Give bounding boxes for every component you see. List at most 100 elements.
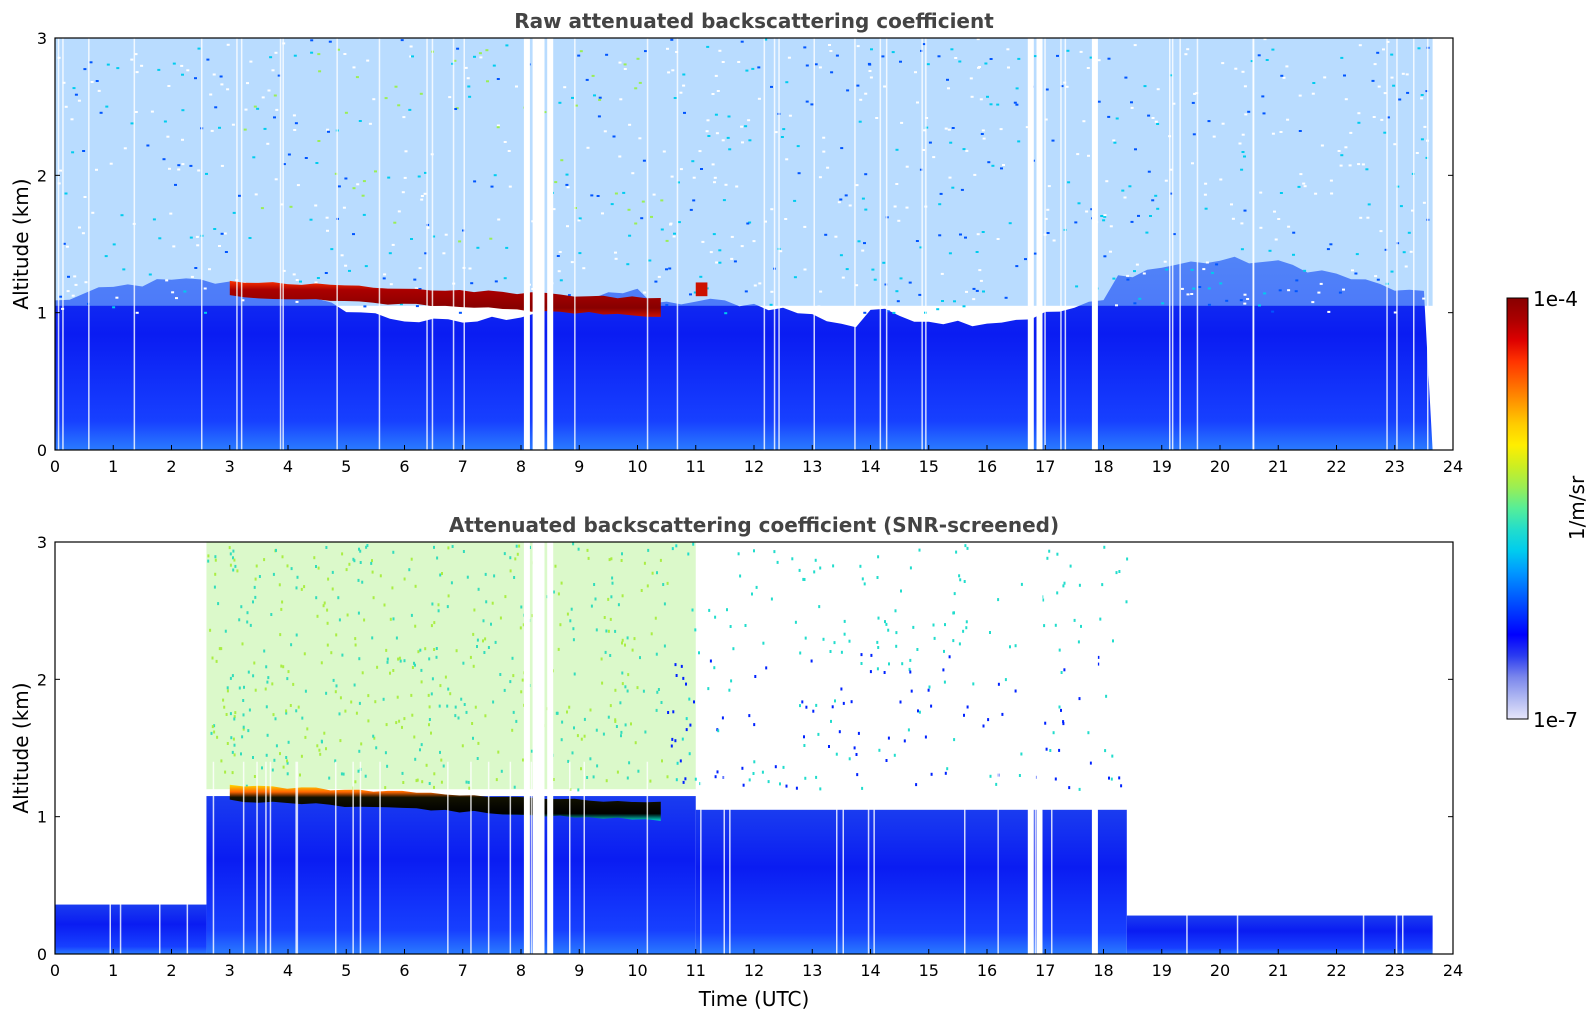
snr-pixel (374, 700, 377, 704)
snr-pixel (640, 589, 643, 592)
snr-pixel (438, 704, 441, 708)
noise-pixel (579, 50, 583, 53)
snr-pixel (1054, 623, 1057, 627)
noise-pixel (1279, 192, 1283, 194)
noise-pixel (578, 217, 582, 220)
snr-pixel (614, 718, 617, 722)
snr-pixel (240, 605, 243, 609)
snr-pixel (709, 659, 712, 663)
noise-pixel (468, 267, 472, 270)
noise-pixel (175, 297, 178, 300)
snr-pixel (249, 623, 252, 627)
snr-pixel (1020, 582, 1023, 586)
noise-pixel (565, 173, 569, 176)
snr-pixel (209, 628, 212, 632)
snr-pixel (774, 765, 777, 769)
noise-pixel (224, 251, 228, 253)
snr-pixel (850, 700, 853, 704)
snr-pixel (675, 778, 678, 782)
noise-pixel (936, 308, 940, 311)
snr-pixel (838, 730, 841, 734)
noise-pixel (682, 73, 686, 76)
noise-pixel (858, 120, 862, 123)
noise-pixel (273, 116, 276, 119)
noise-pixel (334, 172, 338, 175)
snr-pixel (607, 715, 610, 719)
snr-pixel (728, 688, 731, 692)
noise-pixel (940, 272, 944, 275)
noise-pixel (864, 92, 868, 95)
x-tick-label: 24 (1443, 961, 1463, 980)
noise-pixel (716, 90, 720, 92)
noise-pixel (969, 77, 973, 80)
snr-pixel (382, 697, 385, 701)
noise-pixel (662, 150, 666, 153)
snr-pixel (397, 657, 400, 661)
noise-pixel (895, 290, 899, 293)
noise-pixel (503, 141, 507, 143)
noise-pixel (1147, 114, 1151, 117)
snr-pixel (468, 786, 471, 790)
noise-pixel (1123, 196, 1127, 199)
noise-pixel (718, 261, 722, 264)
profile-gap (1362, 761, 1365, 954)
snr-pixel (224, 629, 227, 633)
x-tick-label: 5 (341, 961, 351, 980)
noise-pixel (1013, 101, 1017, 104)
noise-pixel (978, 66, 981, 68)
noise-pixel (372, 98, 376, 101)
noise-pixel (1338, 291, 1342, 294)
profile-gap (1064, 38, 1067, 450)
snr-pixel (240, 752, 242, 756)
raw-y-axis-label: Altitude (km) (9, 178, 33, 309)
noise-pixel (897, 219, 901, 222)
snr-pixel (621, 641, 623, 645)
noise-pixel (356, 183, 360, 186)
noise-pixel (867, 62, 871, 65)
noise-pixel (1130, 106, 1134, 109)
noise-pixel (318, 70, 322, 73)
snr-x-ticks: 0 1 2 3 4 5 6 7 8 9 10 11 12 13 14 15 16 17 18 19 20 21 22 23 24 (50, 949, 1463, 980)
noise-pixel (97, 89, 101, 92)
noise-pixel (327, 130, 330, 133)
snr-pixel (997, 682, 1000, 686)
snr-pixel (570, 607, 573, 611)
snr-pixel (391, 586, 394, 590)
noise-pixel (848, 204, 852, 207)
snr-pixel (278, 583, 281, 587)
snr-pixel (431, 602, 434, 606)
noise-pixel (666, 47, 669, 50)
snr-pixel (870, 653, 873, 657)
snr-pixel (419, 648, 422, 652)
noise-pixel (598, 96, 602, 99)
snr-pixel (751, 592, 753, 596)
snr-pixel (721, 716, 724, 720)
noise-pixel (914, 71, 917, 74)
snr-pixel (782, 765, 785, 769)
noise-pixel (409, 55, 413, 58)
snr-pixel (607, 597, 610, 601)
snr-pixel (878, 748, 881, 752)
noise-pixel (698, 150, 702, 153)
noise-pixel (665, 304, 669, 307)
snr-pixel (484, 637, 487, 641)
noise-pixel (796, 145, 800, 148)
noise-pixel (1082, 120, 1086, 123)
noise-pixel (1219, 282, 1223, 285)
noise-pixel (1379, 230, 1383, 233)
noise-pixel (1417, 47, 1421, 50)
snr-pixel (639, 656, 641, 660)
noise-pixel (1137, 214, 1140, 217)
noise-pixel (614, 192, 618, 195)
noise-pixel (757, 66, 761, 69)
snr-pixel (358, 657, 361, 661)
noise-pixel (557, 270, 561, 273)
snr-pixel (428, 657, 431, 661)
snr-pixel (802, 577, 805, 581)
profile-gap (57, 38, 60, 450)
noise-pixel (803, 268, 807, 271)
noise-pixel (208, 268, 211, 271)
snr-pixel (228, 546, 231, 550)
noise-pixel (944, 127, 948, 130)
snr-pixel (282, 765, 285, 769)
